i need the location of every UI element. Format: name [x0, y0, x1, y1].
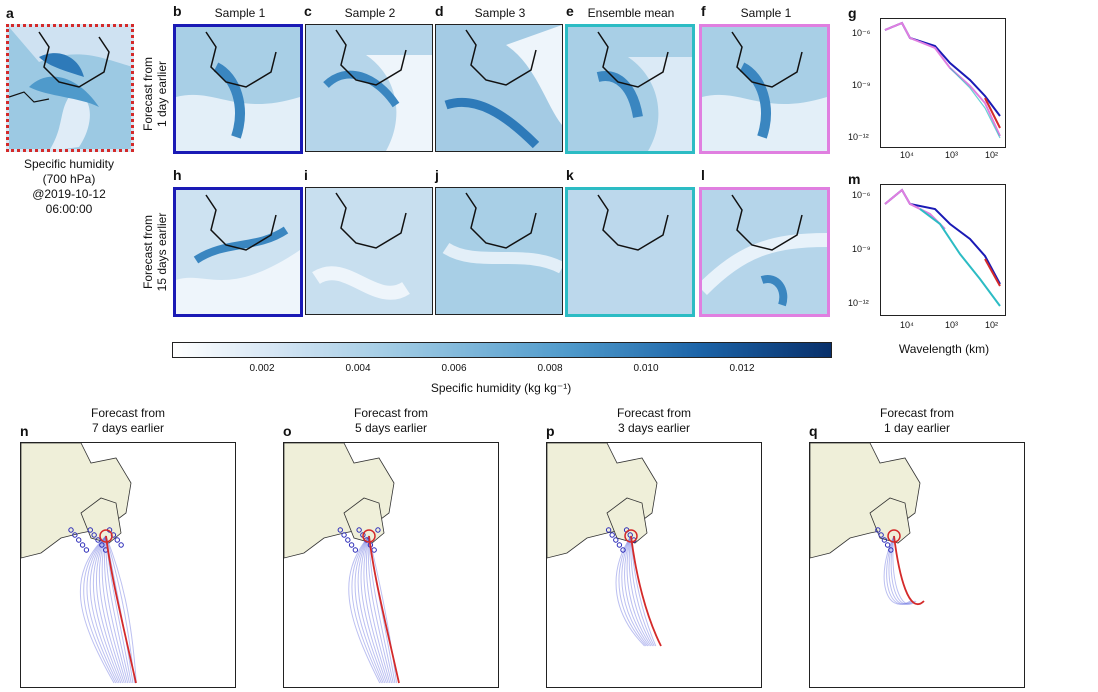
map-j	[435, 187, 563, 315]
track-title-line2: 5 days earlier	[354, 421, 428, 435]
track-title-line1: Forecast from	[616, 406, 691, 420]
title-c: Sample 2	[344, 6, 396, 20]
colorbar-tick: 0.002	[249, 363, 275, 374]
g-ytick-1: 10⁻⁶	[852, 28, 871, 38]
map-f	[699, 24, 830, 154]
colorbar-tick: 0.006	[441, 363, 467, 374]
m-ytick-3: 10⁻¹²	[848, 298, 869, 308]
panel-letter-a: a	[6, 5, 14, 21]
caption-a: Specific humidity (700 hPa) @2019-10-12 …	[4, 157, 134, 217]
track-title: Forecast from 7 days earlier	[28, 406, 228, 436]
g-xtick-2: 10³	[945, 150, 959, 160]
map-c	[305, 24, 433, 152]
g-xtick-1: 10⁴	[900, 150, 914, 160]
map-l	[699, 187, 830, 317]
panel-letter-c: c	[304, 3, 312, 19]
panel-letter-b: b	[173, 3, 182, 19]
humidity-map-truth	[6, 24, 134, 152]
row2-line1: Forecast from	[141, 215, 155, 290]
title-e: Ensemble mean	[587, 6, 675, 20]
map-i	[305, 187, 433, 315]
track-title: Forecast from 1 day earlier	[817, 406, 1017, 436]
caption-a-line4: 06:00:00	[45, 202, 93, 216]
row1-line2: 1 day earlier	[155, 60, 169, 128]
colorbar	[172, 342, 832, 358]
panel-letter-e: e	[566, 3, 574, 19]
track-title: Forecast from 5 days earlier	[291, 406, 491, 436]
panel-letter-j: j	[435, 167, 439, 183]
caption-a-line2: (700 hPa)	[42, 172, 96, 186]
row1-line1: Forecast from	[141, 57, 155, 132]
panel-letter-l: l	[701, 167, 705, 183]
panel-letter-m: m	[848, 171, 861, 187]
spectrum-plot-g	[880, 18, 1006, 148]
spectrum-plot-m	[880, 184, 1006, 316]
panel-letter-i: i	[304, 167, 308, 183]
m-ytick-1: 10⁻⁶	[852, 190, 871, 200]
map-d	[435, 24, 563, 152]
panel-letter-g: g	[848, 5, 857, 21]
g-ytick-2: 10⁻⁹	[852, 80, 871, 90]
map-b	[173, 24, 303, 154]
track-title-line1: Forecast from	[879, 406, 954, 420]
m-ytick-2: 10⁻⁹	[852, 244, 871, 254]
row2-line2: 15 days earlier	[155, 212, 169, 292]
panel-letter-k: k	[566, 167, 574, 183]
caption-a-line3: @2019-10-12	[32, 187, 106, 201]
m-xtick-2: 10³	[945, 320, 959, 330]
panel-letter-f: f	[701, 3, 706, 19]
title-f: Sample 1	[740, 6, 792, 20]
track-title-line2: 7 days earlier	[91, 421, 165, 435]
g-ytick-3: 10⁻¹²	[848, 132, 869, 142]
panel-letter-d: d	[435, 3, 444, 19]
track-title-line1: Forecast from	[353, 406, 428, 420]
map-e	[565, 24, 695, 154]
panel-letter-h: h	[173, 167, 182, 183]
colorbar-tick: 0.010	[633, 363, 659, 374]
panel-letter-n: n	[20, 423, 29, 439]
row-label-2: Forecast from 15 days earlier	[140, 188, 170, 314]
title-b: Sample 1	[214, 6, 266, 20]
m-xtick-3: 10²	[985, 320, 999, 330]
track-title-line2: 3 days earlier	[617, 421, 691, 435]
colorbar-tick: 0.004	[345, 363, 371, 374]
caption-a-line1: Specific humidity	[23, 157, 115, 171]
track-title: Forecast from 3 days earlier	[554, 406, 754, 436]
colorbar-label: Specific humidity (kg kg⁻¹)	[430, 381, 572, 395]
g-xtick-3: 10²	[985, 150, 999, 160]
spectrum-xlabel: Wavelength (km)	[898, 342, 990, 356]
track-title-line1: Forecast from	[90, 406, 165, 420]
track-map-q	[809, 442, 1025, 688]
map-h	[173, 187, 303, 317]
track-map-o	[283, 442, 499, 688]
panel-letter-o: o	[283, 423, 292, 439]
m-xtick-1: 10⁴	[900, 320, 914, 330]
track-title-line2: 1 day earlier	[883, 421, 951, 435]
map-k	[565, 187, 695, 317]
title-d: Sample 3	[474, 6, 526, 20]
track-map-p	[546, 442, 762, 688]
colorbar-tick: 0.008	[537, 363, 563, 374]
panel-letter-q: q	[809, 423, 818, 439]
row-label-1: Forecast from 1 day earlier	[140, 30, 170, 156]
track-map-n	[20, 442, 236, 688]
panel-letter-p: p	[546, 423, 555, 439]
colorbar-tick: 0.012	[729, 363, 755, 374]
